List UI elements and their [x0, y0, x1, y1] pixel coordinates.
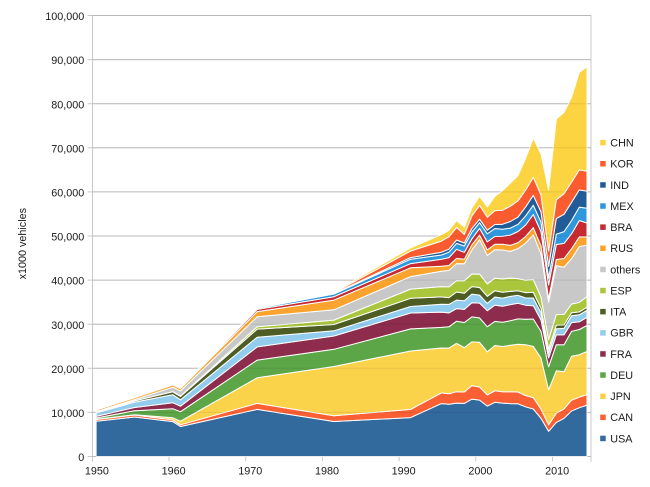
- svg-text:0: 0: [78, 452, 84, 464]
- svg-text:MEX: MEX: [610, 201, 633, 213]
- svg-text:1970: 1970: [238, 466, 262, 478]
- svg-text:1960: 1960: [162, 466, 186, 478]
- svg-text:2010: 2010: [545, 466, 569, 478]
- svg-text:1950: 1950: [85, 466, 109, 478]
- svg-text:IND: IND: [610, 180, 629, 192]
- svg-text:1980: 1980: [315, 466, 339, 478]
- svg-text:70,000: 70,000: [51, 143, 84, 155]
- svg-text:USA: USA: [610, 433, 633, 445]
- svg-text:KOR: KOR: [610, 159, 634, 171]
- svg-text:40,000: 40,000: [51, 276, 84, 288]
- svg-text:JPN: JPN: [610, 391, 630, 403]
- svg-text:90,000: 90,000: [51, 55, 84, 67]
- svg-text:ESP: ESP: [610, 285, 632, 297]
- svg-text:others: others: [610, 264, 641, 276]
- svg-text:FRA: FRA: [610, 349, 632, 361]
- svg-text:x1000 vehicles: x1000 vehicles: [17, 207, 29, 279]
- svg-text:1990: 1990: [392, 466, 416, 478]
- svg-text:80,000: 80,000: [51, 99, 84, 111]
- svg-text:GBR: GBR: [610, 328, 634, 340]
- svg-text:RUS: RUS: [610, 243, 633, 255]
- svg-text:CHN: CHN: [610, 138, 633, 150]
- svg-text:DEU: DEU: [610, 370, 633, 382]
- svg-text:30,000: 30,000: [51, 320, 84, 332]
- svg-text:50,000: 50,000: [51, 232, 84, 244]
- svg-text:100,000: 100,000: [45, 11, 84, 23]
- svg-text:CAN: CAN: [610, 412, 633, 424]
- svg-text:20,000: 20,000: [51, 364, 84, 376]
- svg-text:BRA: BRA: [610, 222, 633, 234]
- svg-text:60,000: 60,000: [51, 188, 84, 200]
- svg-text:2000: 2000: [468, 466, 492, 478]
- svg-text:10,000: 10,000: [51, 408, 84, 420]
- svg-text:ITA: ITA: [610, 307, 627, 319]
